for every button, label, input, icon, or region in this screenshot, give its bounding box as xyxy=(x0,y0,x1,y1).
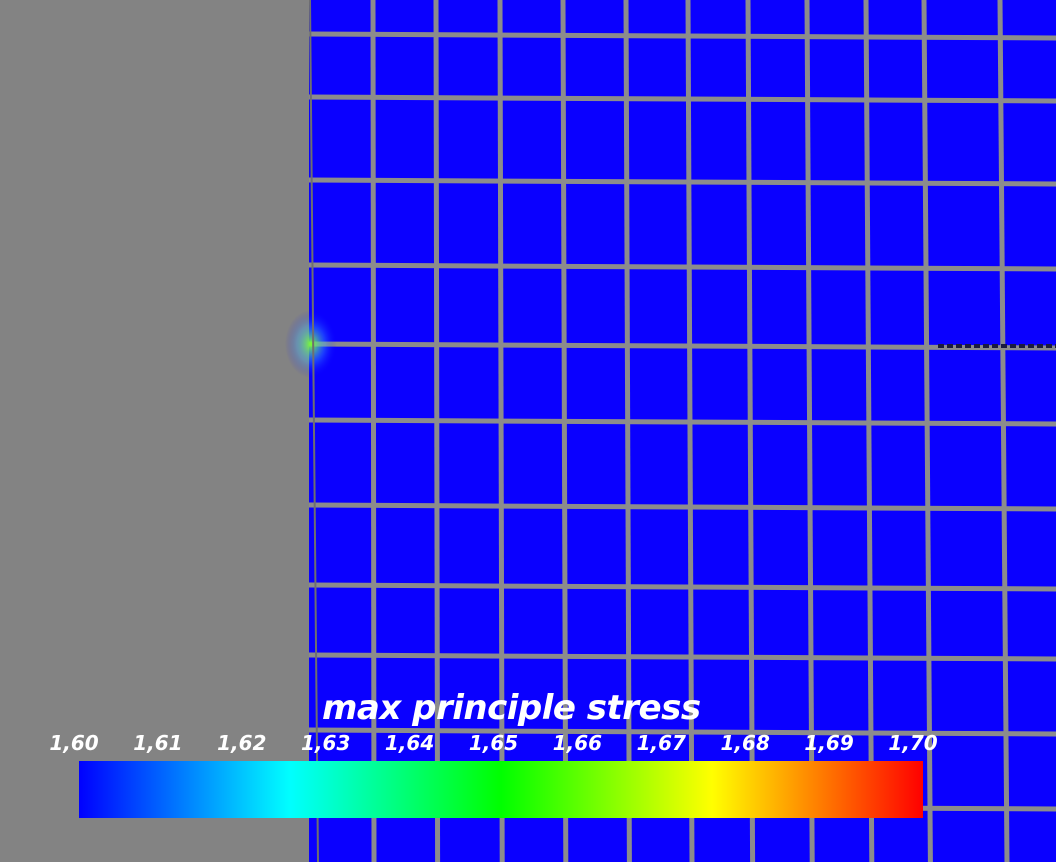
colorbar-tick-label: 1,63 xyxy=(301,731,351,755)
mesh-grid-line-vertical xyxy=(560,0,569,862)
mesh-grid-line-horizontal xyxy=(308,341,1056,351)
mesh-grid-line-horizontal xyxy=(308,262,1056,272)
colorbar-tick-label: 1,64 xyxy=(384,731,435,755)
colorbar-tick-label: 1,68 xyxy=(720,731,770,755)
mesh-grid-line-vertical xyxy=(863,0,875,862)
colorbar-tick-label: 1,61 xyxy=(133,731,183,755)
mesh-grid-line-vertical xyxy=(497,0,505,862)
mesh-grid-line-horizontal xyxy=(308,94,1056,104)
mesh-grid-line-horizontal xyxy=(308,417,1056,427)
colorbar-tick-label: 1,67 xyxy=(636,731,686,755)
colorbar-tick-label: 1,65 xyxy=(468,731,519,755)
mesh-grid-line-vertical xyxy=(685,0,695,862)
colorbar-tick-label: 1,70 xyxy=(888,731,938,755)
colorbar-tick-label: 1,66 xyxy=(552,731,603,755)
mesh-grid-line-vertical xyxy=(370,0,377,862)
mesh-grid-line-vertical xyxy=(921,0,933,862)
mesh-grid-line-vertical xyxy=(745,0,756,862)
mesh-grid-line-vertical xyxy=(997,0,1010,862)
colorbar-tick-labels: 1,60 1,61 1,62 1,63 1,64 1,65 1,66 1,67 … xyxy=(0,730,1056,760)
mesh-grid-line-horizontal xyxy=(308,652,1056,662)
colorbar-tick-label: 1,62 xyxy=(217,731,267,755)
mesh-grid-line-vertical xyxy=(623,0,632,862)
mesh-edge-left xyxy=(309,0,319,862)
colorbar-gradient[interactable] xyxy=(79,761,923,818)
mesh-grid-line-horizontal xyxy=(308,177,1056,187)
mesh-grid-line-horizontal xyxy=(308,727,1056,737)
colorbar-title: max principle stress xyxy=(322,688,701,728)
mesh-grid-line-horizontal xyxy=(308,502,1056,512)
stress-hotspot xyxy=(285,310,337,378)
colorbar-tick-label: 1,69 xyxy=(804,731,854,755)
colorbar-tick-label: 1,60 xyxy=(49,731,99,755)
mesh-grid-line-horizontal xyxy=(308,582,1056,592)
mesh-grid-line-vertical xyxy=(433,0,441,862)
mesh-grid-line-horizontal xyxy=(308,31,1056,41)
mesh-grid-line-vertical xyxy=(804,0,815,862)
